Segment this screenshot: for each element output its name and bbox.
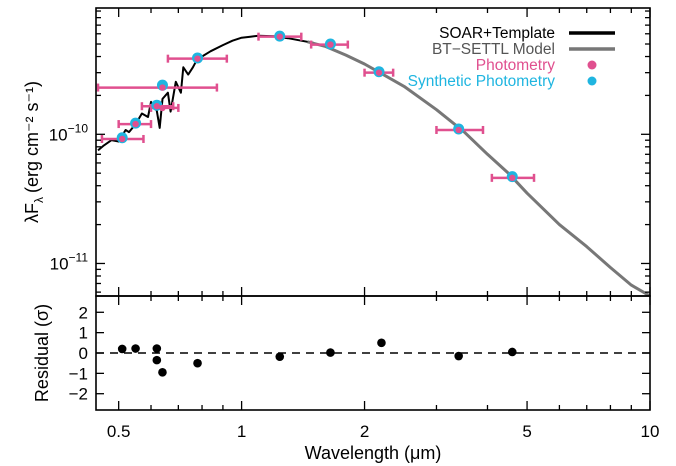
- x-tick-label-4: 10: [641, 422, 660, 441]
- y-tick-label-0: 10−10: [49, 121, 89, 144]
- residual-point-4: [158, 368, 167, 377]
- residual-point-5: [193, 358, 202, 368]
- legend-label-2: Photometry: [476, 57, 556, 74]
- residual-point-8: [377, 338, 386, 348]
- residual-point-1: [131, 344, 140, 353]
- photometry-point-9: [455, 126, 462, 134]
- x-axis-label: Wavelength (μm): [305, 443, 442, 463]
- residual-panel-frame: [95, 295, 651, 411]
- series-line-0: [97, 34, 314, 152]
- residual-axis-label: Residual (σ): [32, 304, 52, 402]
- residual-point-6: [275, 352, 285, 361]
- photometry-point-0: [118, 135, 126, 143]
- residual-y-tick-label-2: 0: [79, 344, 88, 363]
- y-axis-label-sub: λ: [32, 197, 46, 203]
- series-line-1: [307, 40, 650, 296]
- residual-point-7: [326, 348, 335, 357]
- x-tick-label-2: 2: [360, 422, 369, 441]
- photometry-point-2: [153, 103, 161, 110]
- legend-label-1: BT−SETTL Model: [432, 41, 555, 58]
- sed-panel-frame: [95, 7, 651, 297]
- residual-y-tick-label-1: 1: [79, 324, 88, 343]
- residual-panel: 210−1−2 0.5 1 2 5 10 Residual (σ) Wavelength…: [32, 295, 660, 463]
- legend-label-3: Synthetic Photometry: [408, 73, 556, 90]
- photometry-point-1: [132, 120, 139, 128]
- residual-y-tick-label-4: −2: [69, 385, 88, 404]
- y-tick-label-1: 10−11: [50, 250, 89, 273]
- residual-point-10: [507, 347, 517, 357]
- residual-y-tick-label-0: 2: [79, 303, 88, 322]
- y-axis-label-units: (erg cm⁻² s⁻¹): [22, 81, 42, 193]
- photometry-point-5: [194, 55, 201, 62]
- residual-point-9: [454, 351, 463, 361]
- photometry-point-6: [276, 33, 283, 40]
- y-tick-label-base-0: 10: [49, 125, 68, 144]
- x-tick-label-3: 5: [522, 422, 531, 441]
- photometry-point-4: [159, 104, 166, 112]
- y-axis-label-main: λF: [22, 203, 42, 223]
- photometry-point-10: [509, 174, 516, 182]
- residual-point-3: [152, 355, 162, 365]
- y-tick-label-base-1: 10: [50, 254, 69, 273]
- residual-point-0: [117, 344, 127, 354]
- photometry-point-3: [159, 84, 166, 91]
- x-tick-label-1: 1: [237, 422, 246, 441]
- y-tick-label-exp-0: −10: [68, 121, 89, 135]
- legend-label-0: SOAR+Template: [439, 25, 555, 42]
- photometry-point-8: [375, 69, 383, 76]
- legend-swatch-3: [587, 76, 597, 86]
- y-tick-label-exp-1: −11: [69, 250, 89, 264]
- residual-y-tick-label-3: −1: [69, 364, 88, 383]
- x-tick-label-0: 0.5: [107, 422, 131, 441]
- y-axis-label: λFλ (erg cm⁻² s⁻¹): [22, 81, 46, 223]
- photometry-point-7: [327, 41, 334, 48]
- residual-point-2: [152, 344, 162, 353]
- legend-swatch-2: [587, 60, 597, 70]
